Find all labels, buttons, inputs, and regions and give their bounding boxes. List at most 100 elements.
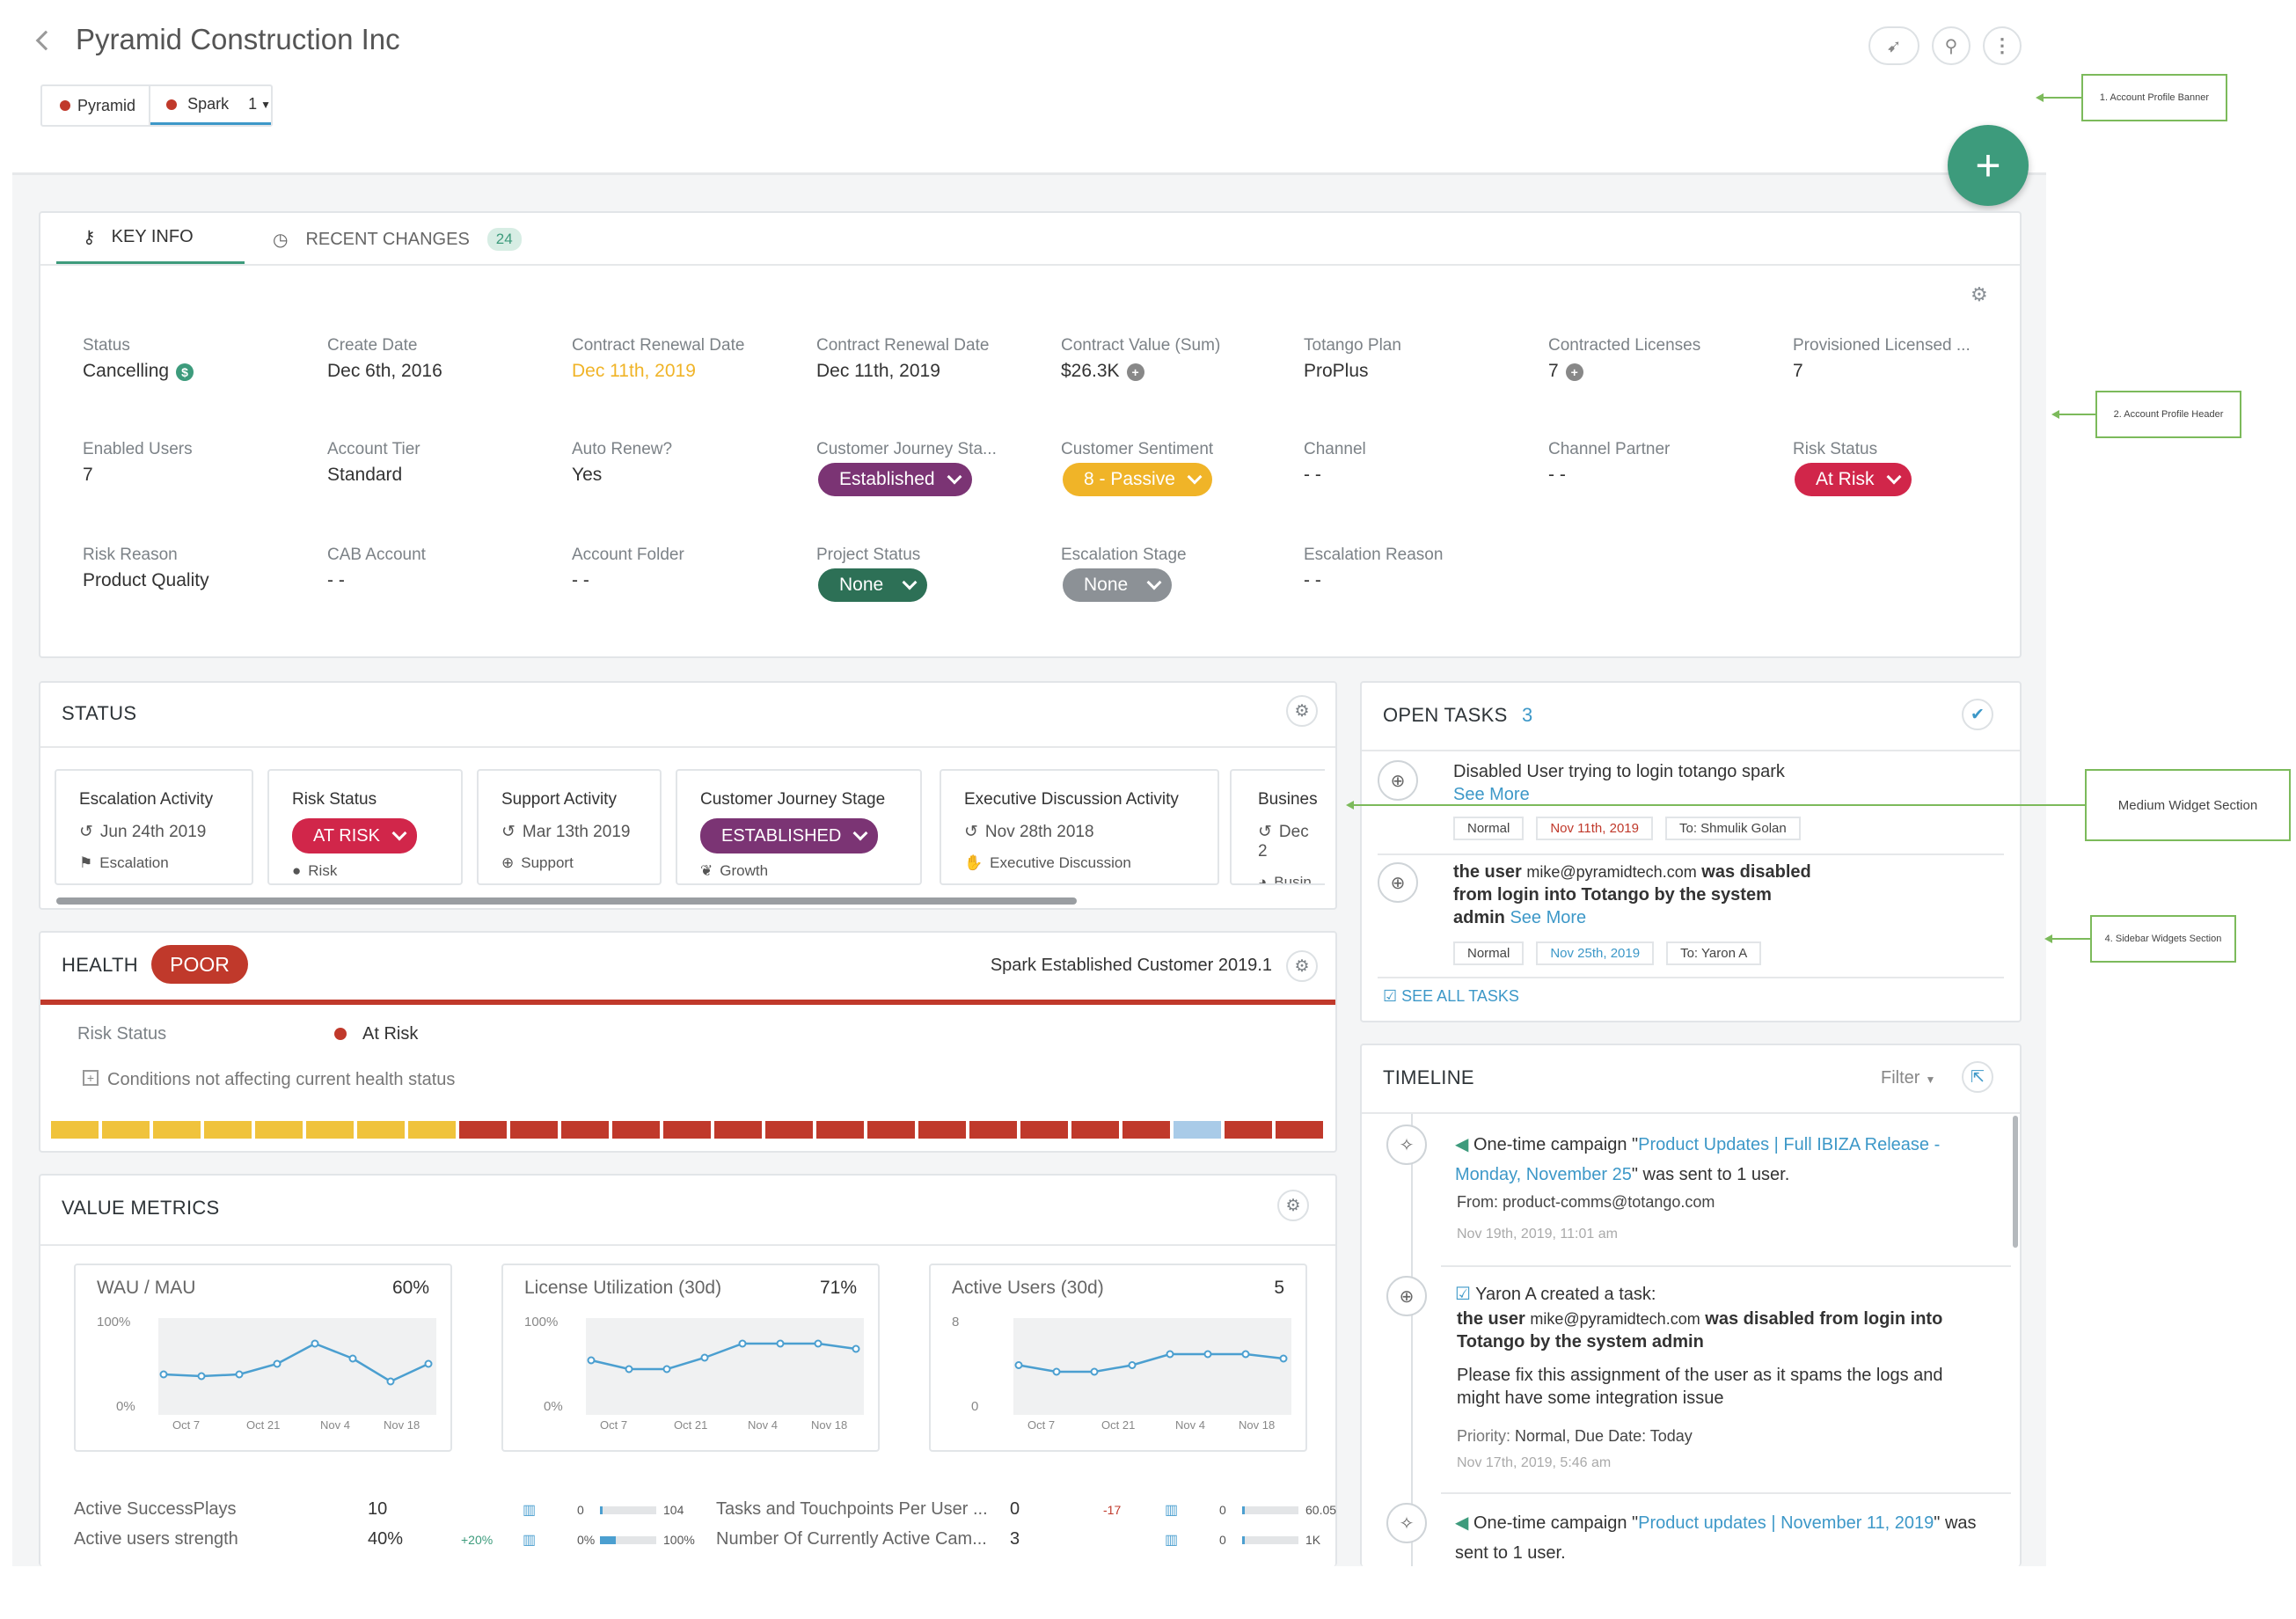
campaign-link[interactable]: Product Updates | Full IBIZA Release - M… <box>1455 1135 1941 1184</box>
conditions-text: Conditions not affecting current health … <box>107 1070 456 1089</box>
expand-plus-icon[interactable]: + <box>83 1070 99 1086</box>
x-axis-tick: Nov 18 <box>384 1418 420 1432</box>
data-point[interactable] <box>1166 1350 1174 1359</box>
y-axis-min: 0 <box>971 1399 979 1414</box>
status-gear-icon[interactable]: ⚙ <box>1286 695 1318 727</box>
data-point[interactable] <box>273 1359 282 1368</box>
field-value: Standard <box>327 465 402 486</box>
back-chevron-icon[interactable] <box>35 30 56 51</box>
data-point[interactable] <box>1241 1350 1250 1359</box>
status-category: ❦ Growth <box>700 862 897 880</box>
plot-area <box>158 1318 436 1415</box>
more-options-icon[interactable]: ⋮ <box>1983 26 2022 65</box>
data-point[interactable] <box>738 1339 747 1348</box>
field-dropdown[interactable]: 8 - Passive <box>1063 463 1212 496</box>
data-point[interactable] <box>814 1339 823 1348</box>
data-point[interactable] <box>348 1354 357 1363</box>
field-value: Dec 11th, 2019 <box>572 361 696 382</box>
see-more-link[interactable]: See More <box>1510 908 1587 927</box>
dollar-icon[interactable]: $ <box>176 363 194 381</box>
status-category-text: Support <box>521 854 574 871</box>
breadcrumb-item-spark[interactable]: Spark 1 ▼ <box>150 86 271 125</box>
horizontal-scrollbar[interactable] <box>56 897 1077 905</box>
share-icon[interactable]: ➹ <box>1868 26 1919 65</box>
data-point[interactable] <box>587 1356 596 1365</box>
field-dropdown[interactable]: None <box>818 568 927 602</box>
field-label: Contracted Licenses <box>1548 336 1701 355</box>
task-check-icon[interactable]: ✔ <box>1962 699 1993 730</box>
value-metrics-title: VALUE METRICS <box>62 1197 220 1219</box>
data-point[interactable] <box>1128 1361 1137 1369</box>
health-gear-icon[interactable]: ⚙ <box>1286 950 1318 982</box>
data-point[interactable] <box>386 1377 395 1386</box>
data-point[interactable] <box>197 1372 206 1381</box>
see-more-link[interactable]: See More <box>1453 785 1530 804</box>
vertical-scrollbar[interactable] <box>2013 1116 2018 1248</box>
bar-chart-icon[interactable]: ▥ <box>1165 1533 1179 1548</box>
dropdown-value: ESTABLISHED <box>721 825 842 846</box>
plus-circle-icon[interactable]: + <box>1126 363 1144 381</box>
data-point[interactable] <box>1014 1361 1023 1369</box>
task-description[interactable]: the user mike@pyramidtech.com was disabl… <box>1453 862 1811 927</box>
add-button[interactable]: + <box>1948 125 2029 206</box>
field-label: CAB Account <box>327 546 426 564</box>
timeline-add-icon[interactable]: ⇱ <box>1962 1061 1993 1093</box>
status-dropdown[interactable]: ESTABLISHED <box>700 818 879 853</box>
data-point[interactable] <box>1090 1367 1099 1376</box>
data-point[interactable] <box>852 1344 860 1353</box>
timeline-from: From: product-comms@totango.com <box>1457 1193 1715 1211</box>
bar-chart-icon[interactable]: ▥ <box>523 1533 537 1548</box>
field-dropdown[interactable]: Established <box>818 463 972 496</box>
task-title[interactable]: Disabled User trying to login totango sp… <box>1453 762 1785 781</box>
status-tile[interactable]: Customer Journey Stage ESTABLISHED ❦ Growth <box>676 769 922 885</box>
data-point[interactable] <box>311 1339 319 1348</box>
campaign-link[interactable]: Product updates | November 11, 2019 <box>1638 1513 1934 1533</box>
bar-chart-icon[interactable]: ▥ <box>523 1503 537 1518</box>
see-all-tasks-link[interactable]: ☑ SEE ALL TASKS <box>1383 987 1519 1005</box>
status-tile[interactable]: Busines ↺ Dec 2 ◕ Busin <box>1230 769 1325 885</box>
status-tile[interactable]: Support Activity ↺ Mar 13th 2019 ⊕ Support <box>477 769 662 885</box>
range-min: 0% <box>577 1533 596 1547</box>
breadcrumb-item-pyramid[interactable]: Pyramid <box>42 86 151 125</box>
health-history-segment <box>561 1121 609 1139</box>
metric-card: License Utilization (30d) 71% 100% 0% Oct 7 O… <box>501 1264 880 1452</box>
bar-chart-icon[interactable]: ▥ <box>1165 1503 1179 1518</box>
data-point[interactable] <box>235 1370 244 1379</box>
data-point[interactable] <box>1052 1367 1061 1376</box>
metric-row-value: 10 <box>368 1499 388 1519</box>
chevron-down-icon <box>1146 575 1162 590</box>
filter-dropdown[interactable]: Filter ▼ <box>1881 1068 1936 1088</box>
tab-key-info[interactable]: ⚷ KEY INFO <box>56 213 245 266</box>
settings-gear-icon[interactable]: ⚙ <box>1971 283 1988 305</box>
range-min: 0 <box>577 1503 584 1517</box>
annotation-arrow <box>2058 414 2095 415</box>
data-point[interactable] <box>776 1339 785 1348</box>
timeline-timestamp: Nov 19th, 2019, 11:01 am <box>1457 1227 1618 1242</box>
data-point[interactable] <box>1279 1354 1288 1363</box>
health-history-segment <box>1122 1121 1170 1139</box>
chevron-down-icon <box>902 575 918 590</box>
range-bar <box>600 1506 656 1514</box>
tab-recent-changes[interactable]: ◷ RECENT CHANGES 24 <box>273 213 522 266</box>
metric-title: Active Users (30d) <box>952 1278 1104 1298</box>
data-point[interactable] <box>625 1365 633 1374</box>
chevron-down-icon <box>947 469 962 485</box>
data-point[interactable] <box>700 1353 709 1362</box>
pin-icon[interactable]: ⚲ <box>1932 26 1971 65</box>
status-date-text: Nov 28th 2018 <box>984 823 1094 841</box>
status-dropdown[interactable]: AT RISK <box>292 818 417 853</box>
data-point[interactable] <box>1203 1350 1212 1359</box>
field-dropdown[interactable]: None <box>1063 568 1172 602</box>
timeline-task-head: ☑ Yaron A created a task: <box>1455 1285 1656 1304</box>
field-dropdown[interactable]: At Risk <box>1795 463 1912 496</box>
plus-circle-icon[interactable]: + <box>1565 363 1583 381</box>
metric-row-value: 0 <box>1010 1499 1020 1519</box>
timeline-divider <box>1441 1492 2011 1494</box>
status-tile[interactable]: Executive Discussion Activity ↺ Nov 28th 2… <box>940 769 1219 885</box>
data-point[interactable] <box>662 1365 671 1374</box>
value-metrics-gear-icon[interactable]: ⚙ <box>1277 1190 1309 1221</box>
status-tile[interactable]: Escalation Activity ↺ Jun 24th 2019 ⚑ Escala… <box>55 769 253 885</box>
status-tile[interactable]: Risk Status AT RISK ● Risk <box>267 769 463 885</box>
data-point[interactable] <box>159 1370 168 1379</box>
data-point[interactable] <box>424 1359 433 1368</box>
